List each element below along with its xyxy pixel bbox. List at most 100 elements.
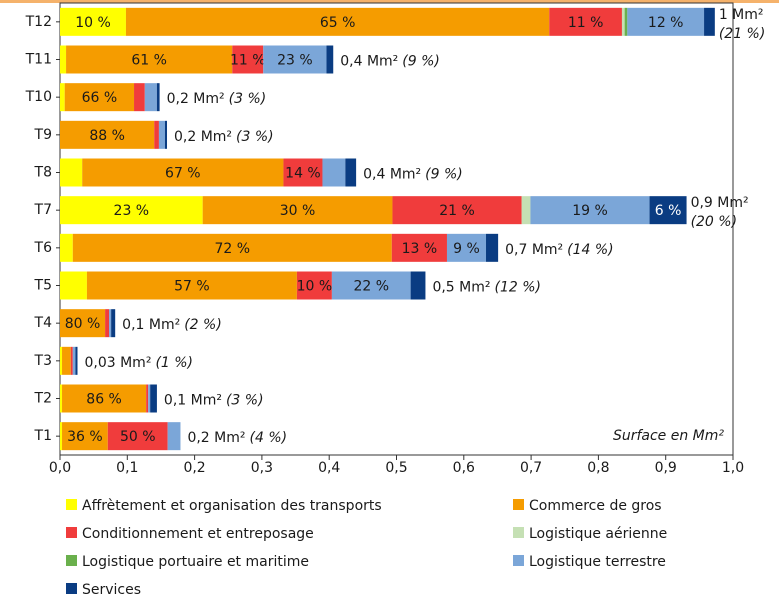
- top-strip: [0, 0, 779, 3]
- total-share: (20 %): [691, 214, 738, 230]
- bar-segment: [164, 120, 168, 149]
- bar-segment: [111, 309, 116, 338]
- x-tick-label: 0,2: [183, 460, 205, 476]
- bar-segment: [202, 196, 393, 225]
- total-label: 0,2 Mm²: [174, 129, 232, 145]
- bar-segment: [146, 384, 149, 413]
- legend-label: Affrètement et organisation des transpor…: [82, 498, 382, 514]
- total-label: 0,03 Mm²: [84, 355, 151, 371]
- total-label: 0,1 Mm²: [122, 317, 180, 333]
- share-label: 61 %: [131, 53, 167, 69]
- share-label: 19 %: [572, 203, 608, 219]
- share-label: 14 %: [285, 166, 321, 182]
- bar-segment: [75, 346, 78, 375]
- share-label: 50 %: [120, 429, 156, 445]
- bar-segment: [60, 346, 63, 375]
- total-group: 0,2 Mm² (3 %): [167, 91, 267, 107]
- x-tick-label: 0,8: [587, 460, 609, 476]
- total-share: (3 %): [226, 393, 264, 409]
- total-label: 0,5 Mm²: [432, 280, 490, 296]
- bar-segment: [283, 158, 323, 187]
- bar-segment: [105, 309, 110, 338]
- bar-segment: [627, 7, 705, 36]
- x-tick-label: 0,9: [655, 460, 677, 476]
- share-label: 13 %: [402, 241, 438, 257]
- bar-segment: [72, 233, 392, 262]
- share-label: 10 %: [297, 279, 333, 295]
- y-tick-label: T2: [34, 391, 52, 407]
- total-group: 0,03 Mm² (1 %): [84, 355, 193, 371]
- bar-segment: [158, 120, 165, 149]
- total-group: 0,4 Mm² (9 %): [340, 54, 440, 70]
- x-tick-label: 0,3: [251, 460, 273, 476]
- share-label: 88 %: [89, 128, 125, 144]
- share-label: 23 %: [277, 53, 313, 69]
- legend-label: Logistique portuaire et maritime: [82, 554, 309, 570]
- bar-segment: [60, 7, 126, 36]
- legend-label: Logistique aérienne: [529, 526, 667, 542]
- bar-segment: [62, 422, 108, 451]
- total-share: (21 %): [719, 26, 766, 42]
- bar-segment: [392, 196, 522, 225]
- y-tick-label: T9: [34, 127, 52, 143]
- share-label: 67 %: [165, 166, 201, 182]
- bar-segment: [60, 45, 67, 74]
- total-label: 0,4 Mm²: [363, 167, 421, 183]
- x-tick-label: 0,6: [453, 460, 475, 476]
- legend-swatch: [513, 527, 524, 538]
- bar-segment: [521, 196, 531, 225]
- total-group: 0,2 Mm² (3 %): [174, 129, 274, 145]
- total-share: (2 %): [184, 317, 222, 333]
- bar-segment: [60, 271, 87, 300]
- bar-segment: [60, 120, 155, 149]
- share-label: 72 %: [214, 241, 250, 257]
- bar-segment: [64, 83, 135, 112]
- share-label: 66 %: [82, 90, 118, 106]
- y-tick-label: T3: [34, 353, 52, 369]
- bar-segment: [150, 384, 157, 413]
- total-group: 0,1 Mm² (2 %): [122, 317, 222, 333]
- total-share: (9 %): [425, 167, 463, 183]
- bar-segment: [62, 346, 71, 375]
- bar-segment: [621, 7, 625, 36]
- share-label: 10 %: [75, 15, 111, 31]
- total-label: 0,2 Mm²: [187, 430, 245, 446]
- y-tick-label: T4: [34, 315, 53, 331]
- share-label: 12 %: [648, 15, 684, 31]
- bar-segment: [60, 83, 65, 112]
- bar-segment: [60, 309, 106, 338]
- total-label: 0,9 Mm²: [691, 195, 749, 211]
- bar-segment: [107, 422, 168, 451]
- annotation: Surface en Mm²: [613, 428, 724, 444]
- legend-swatch: [66, 527, 77, 538]
- legend-swatch: [66, 555, 77, 566]
- y-tick-label: T1: [34, 428, 52, 444]
- x-tick-label: 0,4: [318, 460, 340, 476]
- share-label: 80 %: [65, 316, 101, 332]
- total-label: 0,7 Mm²: [505, 242, 563, 258]
- bar-segment: [549, 7, 622, 36]
- share-label: 11 %: [230, 53, 266, 69]
- bar-segment: [322, 158, 346, 187]
- bar-segment: [486, 233, 499, 262]
- legend-swatch: [513, 555, 524, 566]
- share-label: 21 %: [439, 203, 475, 219]
- total-share: (3 %): [236, 129, 274, 145]
- bar-segment: [167, 422, 181, 451]
- total-group: 0,4 Mm² (9 %): [363, 167, 463, 183]
- bar-segment: [60, 233, 73, 262]
- bar-segment: [154, 120, 159, 149]
- bar-segment: [232, 45, 264, 74]
- bar-segment: [144, 83, 157, 112]
- bar-segment: [446, 233, 487, 262]
- legend-label: Conditionnement et entreposage: [82, 526, 314, 542]
- share-label: 65 %: [320, 15, 356, 31]
- share-label: 86 %: [86, 392, 122, 408]
- bar-segment: [148, 384, 151, 413]
- legend-label: Commerce de gros: [529, 498, 662, 514]
- y-tick-label: T8: [34, 165, 52, 181]
- bar-segment: [391, 233, 447, 262]
- bar-segment: [82, 158, 284, 187]
- bar-segment: [125, 7, 550, 36]
